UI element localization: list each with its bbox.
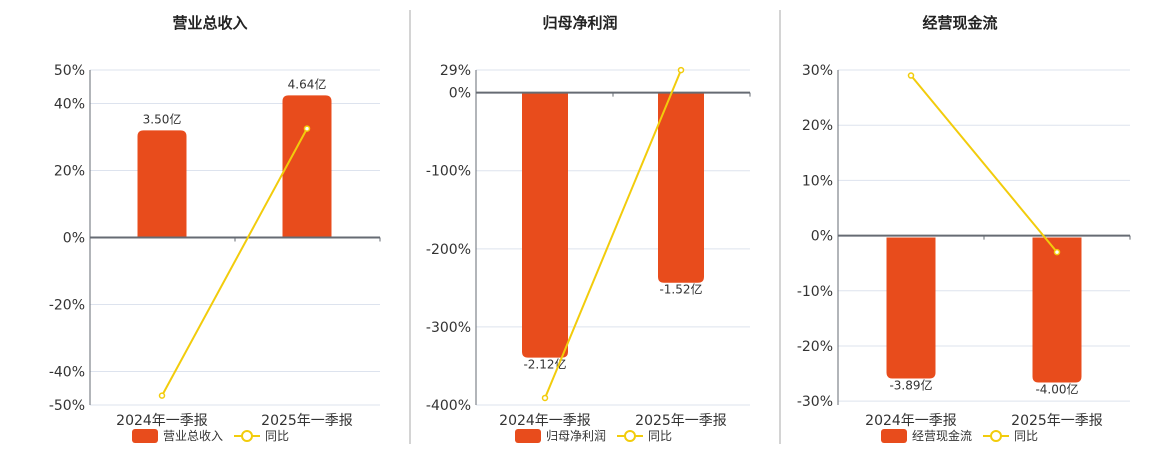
- legend-bar-swatch: [132, 429, 158, 443]
- chart-panel-2: 归母净利润 29% 0% -100% -200% -300% -400% -2.12亿 2024…: [426, 14, 751, 443]
- bar-data-label: 4.64亿: [288, 76, 327, 91]
- chart-title: 经营现金流: [922, 14, 997, 32]
- y-tick-label: 20%: [802, 118, 833, 134]
- y-tick-label: -300%: [426, 320, 471, 336]
- yoy-point: [1053, 248, 1061, 256]
- x-tick-label: 2025年一季报: [1011, 413, 1103, 429]
- chart-panel-3: 经营现金流 30% 20% 10% 0% -10% -20% -30% -3.89亿 2024年一…: [797, 14, 1131, 443]
- legend-bar-swatch: [515, 429, 541, 443]
- bar-data-label: -3.89亿: [889, 378, 932, 393]
- y-tick-label: -400%: [426, 398, 471, 414]
- y-tick-label: -40%: [49, 365, 85, 381]
- legend-bar-label: 经营现金流: [912, 428, 972, 443]
- yoy-line: [161, 128, 308, 397]
- legend-bar-label: 营业总收入: [163, 429, 223, 443]
- legend-line-marker: [624, 430, 636, 442]
- y-tick-label: 50%: [54, 63, 85, 79]
- x-tick-label: 2024年一季报: [116, 413, 208, 429]
- y-tick-label: 10%: [802, 173, 833, 189]
- bar-data-label: -2.12亿: [523, 357, 566, 372]
- y-tick-label: -20%: [49, 298, 85, 314]
- bar-data-label: 3.50亿: [143, 111, 182, 126]
- legend-line-label: 同比: [648, 429, 672, 443]
- bar-data-label: -1.52亿: [659, 282, 702, 297]
- y-tick-label: -50%: [49, 398, 85, 414]
- bar: [886, 237, 936, 379]
- x-tick-label: 2024年一季报: [499, 413, 591, 429]
- x-tick-label: 2025年一季报: [261, 413, 353, 429]
- y-tick-label: -20%: [797, 339, 833, 355]
- y-tick-label: 40%: [54, 97, 85, 113]
- yoy-point: [677, 66, 685, 74]
- y-tick-label: 20%: [54, 164, 85, 180]
- x-tick-label: 2025年一季报: [635, 413, 727, 429]
- yoy-line: [544, 69, 682, 399]
- legend-bar-swatch: [881, 429, 907, 443]
- yoy-point: [907, 72, 915, 79]
- x-tick-label: 2024年一季报: [865, 413, 957, 429]
- y-tick-label: -10%: [797, 284, 833, 300]
- y-tick-label: -30%: [797, 394, 833, 410]
- y-tick-label: 30%: [802, 63, 833, 79]
- bar: [137, 130, 187, 238]
- y-tick-label: 0%: [63, 231, 85, 247]
- yoy-line: [910, 74, 1058, 253]
- legend-line-marker: [990, 430, 1002, 442]
- chart-panel-1: 营业总收入 50% 40% 20% 0% -20% -40% -50% 3.50亿 2024年一季…: [49, 14, 381, 443]
- legend-line-label: 同比: [1014, 429, 1038, 443]
- y-tick-label: 0%: [449, 86, 471, 102]
- yoy-point: [303, 125, 311, 132]
- bar: [522, 93, 568, 358]
- yoy-point: [158, 392, 166, 399]
- bar: [1032, 237, 1082, 383]
- chart-title: 营业总收入: [172, 14, 247, 32]
- legend-line-label: 同比: [265, 429, 289, 443]
- legend-line-marker: [241, 430, 253, 442]
- legend-bar-label: 归母净利润: [546, 429, 606, 443]
- bar: [282, 95, 332, 238]
- bar: [658, 93, 704, 283]
- chart-title: 归母净利润: [542, 14, 617, 32]
- bar-data-label: -4.00亿: [1035, 382, 1078, 397]
- yoy-point: [541, 394, 549, 402]
- y-tick-label: 0%: [811, 229, 833, 245]
- y-tick-label: 29%: [440, 63, 471, 79]
- y-tick-label: -100%: [426, 164, 471, 180]
- y-tick-label: -200%: [426, 242, 471, 258]
